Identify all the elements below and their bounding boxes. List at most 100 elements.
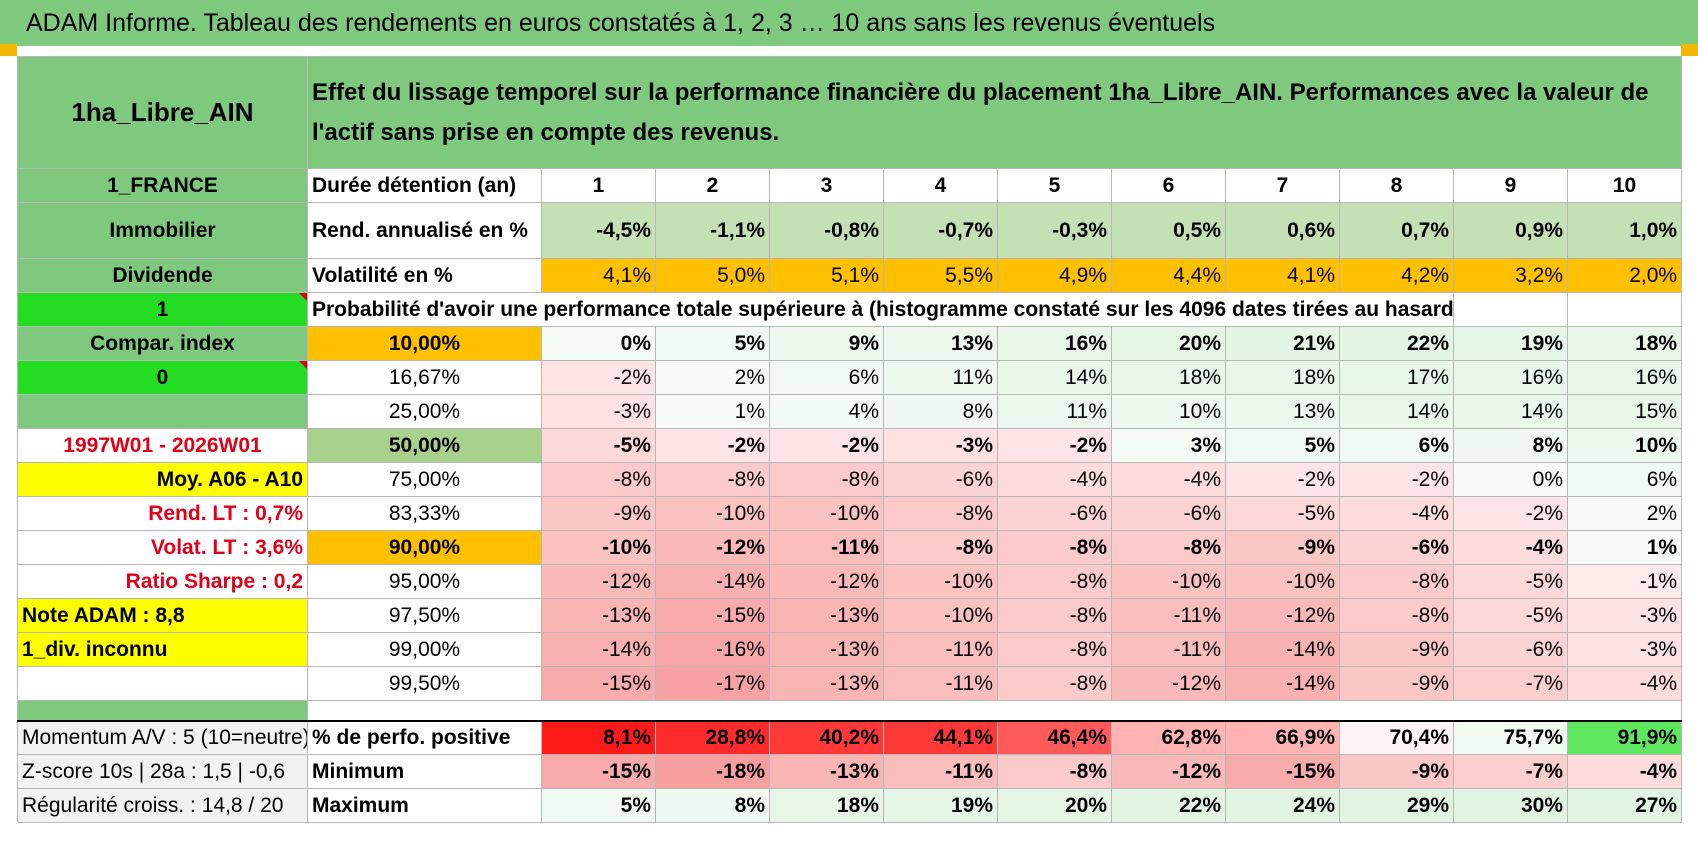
rend-lt-label: Rend. LT : 0,7% xyxy=(17,496,308,531)
volatility-value: 4,4% xyxy=(1111,258,1226,293)
quantile-value: -4% xyxy=(1566,666,1683,701)
quantile-value: -10% xyxy=(769,496,884,531)
returns-table: 1ha_Libre_AIN Effet du lissage temporel … xyxy=(17,56,1683,823)
quantile-value: 1% xyxy=(655,394,770,429)
quantile-value: 6% xyxy=(1339,428,1454,463)
volatility-value: 5,1% xyxy=(769,258,884,293)
vol-label: Volatilité en % xyxy=(307,258,542,293)
quantile-row: 99,50% -15% -17% -13% -11% -8% -12% -14% -9% -7% -… xyxy=(17,666,1683,701)
year-header: 9 xyxy=(1453,168,1568,203)
minimum-value: -11% xyxy=(883,754,998,789)
probability-threshold: 10,00% xyxy=(307,326,542,361)
quantile-value: -10% xyxy=(655,496,770,531)
vol-row: Dividende Volatilité en % 4,1% 5,0% 5,1% 5,… xyxy=(17,258,1683,293)
year-header: 3 xyxy=(769,168,884,203)
quantile-value: -12% xyxy=(769,564,884,599)
quantile-value: -13% xyxy=(769,598,884,633)
quantile-value: -4% xyxy=(1453,530,1568,565)
quantile-value: 19% xyxy=(1453,326,1568,361)
blank-cell xyxy=(17,666,308,701)
quantile-row: Note ADAM : 8,8 97,50% -13% -15% -13% -10% -8%… xyxy=(17,598,1683,633)
maximum-value: 30% xyxy=(1453,788,1568,823)
summary-row: Régularité croiss. : 14,8 / 20 Maximum 5% 8… xyxy=(17,788,1683,823)
rend-value: -0,7% xyxy=(883,202,998,259)
quantile-value: 16% xyxy=(1566,360,1683,395)
volatility-value: 5,5% xyxy=(883,258,998,293)
quantile-value: 21% xyxy=(1225,326,1340,361)
quantile-value: 13% xyxy=(883,326,998,361)
quantile-value: 14% xyxy=(1453,394,1568,429)
right-edge-marker xyxy=(1681,44,1698,56)
report-title: ADAM Informe. Tableau des rendements en … xyxy=(0,0,1698,46)
quantile-value: 11% xyxy=(883,360,998,395)
quantile-value: 10% xyxy=(1566,428,1683,463)
maximum-value: 19% xyxy=(883,788,998,823)
duree-label: Durée détention (an) xyxy=(307,168,542,203)
quantile-value: 6% xyxy=(769,360,884,395)
quantile-value: 14% xyxy=(1339,394,1454,429)
quantile-value: -5% xyxy=(1453,564,1568,599)
rend-value: -0,8% xyxy=(769,202,884,259)
flag-one[interactable]: 1 xyxy=(17,292,308,327)
rend-value: -0,3% xyxy=(997,202,1112,259)
probability-threshold: 16,67% xyxy=(307,360,542,395)
volatility-value: 2,0% xyxy=(1566,258,1683,293)
rend-row: Immobilier Rend. annualisé en % -4,5% -1,… xyxy=(17,202,1683,259)
quantile-value: -14% xyxy=(1225,632,1340,667)
flag-zero[interactable]: 0 xyxy=(17,360,308,395)
rend-value: -4,5% xyxy=(541,202,656,259)
quantile-value: 11% xyxy=(997,394,1112,429)
quantile-row: Ratio Sharpe : 0,2 95,00% -12% -14% -12% -10%… xyxy=(17,564,1683,599)
quantile-value: -3% xyxy=(1566,598,1683,633)
quantile-value: -11% xyxy=(883,666,998,701)
positive-value: 70,4% xyxy=(1339,719,1454,755)
rend-value: 0,6% xyxy=(1225,202,1340,259)
quantile-value: -4% xyxy=(1339,496,1454,531)
summary-row: Momentum A/V : 5 (10=neutre)% de perfo. … xyxy=(17,719,1683,755)
positive-value: 91,9% xyxy=(1566,719,1683,755)
maximum-label: Maximum xyxy=(307,788,542,823)
volatility-value: 5,0% xyxy=(655,258,770,293)
positive-label: % de perfo. positive xyxy=(307,719,542,755)
year-header: 1 xyxy=(541,168,656,203)
momentum-label: Momentum A/V : 5 (10=neutre) xyxy=(17,719,308,755)
quantile-value: 15% xyxy=(1566,394,1683,429)
spacer-cell xyxy=(307,700,1683,721)
quantile-row: Compar. index 10,00% 0% 5% 9% 13% 16% 20% 21% 22%… xyxy=(17,326,1683,361)
volatility-value: 4,2% xyxy=(1339,258,1454,293)
quantile-value: -10% xyxy=(541,530,656,565)
volatility-value: 4,9% xyxy=(997,258,1112,293)
quantile-value: -12% xyxy=(1225,598,1340,633)
quantile-value: 18% xyxy=(1111,360,1226,395)
quantile-value: -3% xyxy=(541,394,656,429)
quantile-value: -9% xyxy=(541,496,656,531)
quantile-value: -11% xyxy=(1111,632,1226,667)
quantile-value: -2% xyxy=(997,428,1112,463)
maximum-value: 5% xyxy=(541,788,656,823)
quantile-value: -15% xyxy=(541,666,656,701)
maximum-value: 29% xyxy=(1339,788,1454,823)
income-type-label: Dividende xyxy=(17,258,308,293)
quantile-value: 22% xyxy=(1339,326,1454,361)
sharpe-label: Ratio Sharpe : 0,2 xyxy=(17,564,308,599)
quantile-value: 14% xyxy=(997,360,1112,395)
zscore-label: Z-score 10s | 28a : 1,5 | -0,6 xyxy=(17,754,308,789)
compare-index-label: Compar. index xyxy=(17,326,308,361)
quantile-value: -14% xyxy=(1225,666,1340,701)
quantile-value: -8% xyxy=(1111,530,1226,565)
quantile-value: -6% xyxy=(997,496,1112,531)
maximum-value: 27% xyxy=(1566,788,1683,823)
quantile-value: -14% xyxy=(541,632,656,667)
maximum-value: 24% xyxy=(1225,788,1340,823)
minimum-value: -9% xyxy=(1339,754,1454,789)
quantile-value: -2% xyxy=(769,428,884,463)
quantile-value: -13% xyxy=(541,598,656,633)
quantile-value: -8% xyxy=(655,462,770,497)
positive-value: 62,8% xyxy=(1111,719,1226,755)
quantile-value: -2% xyxy=(541,360,656,395)
quantile-value: -8% xyxy=(997,598,1112,633)
quantile-value: 9% xyxy=(769,326,884,361)
quantile-value: -6% xyxy=(883,462,998,497)
left-edge-marker xyxy=(0,44,17,56)
